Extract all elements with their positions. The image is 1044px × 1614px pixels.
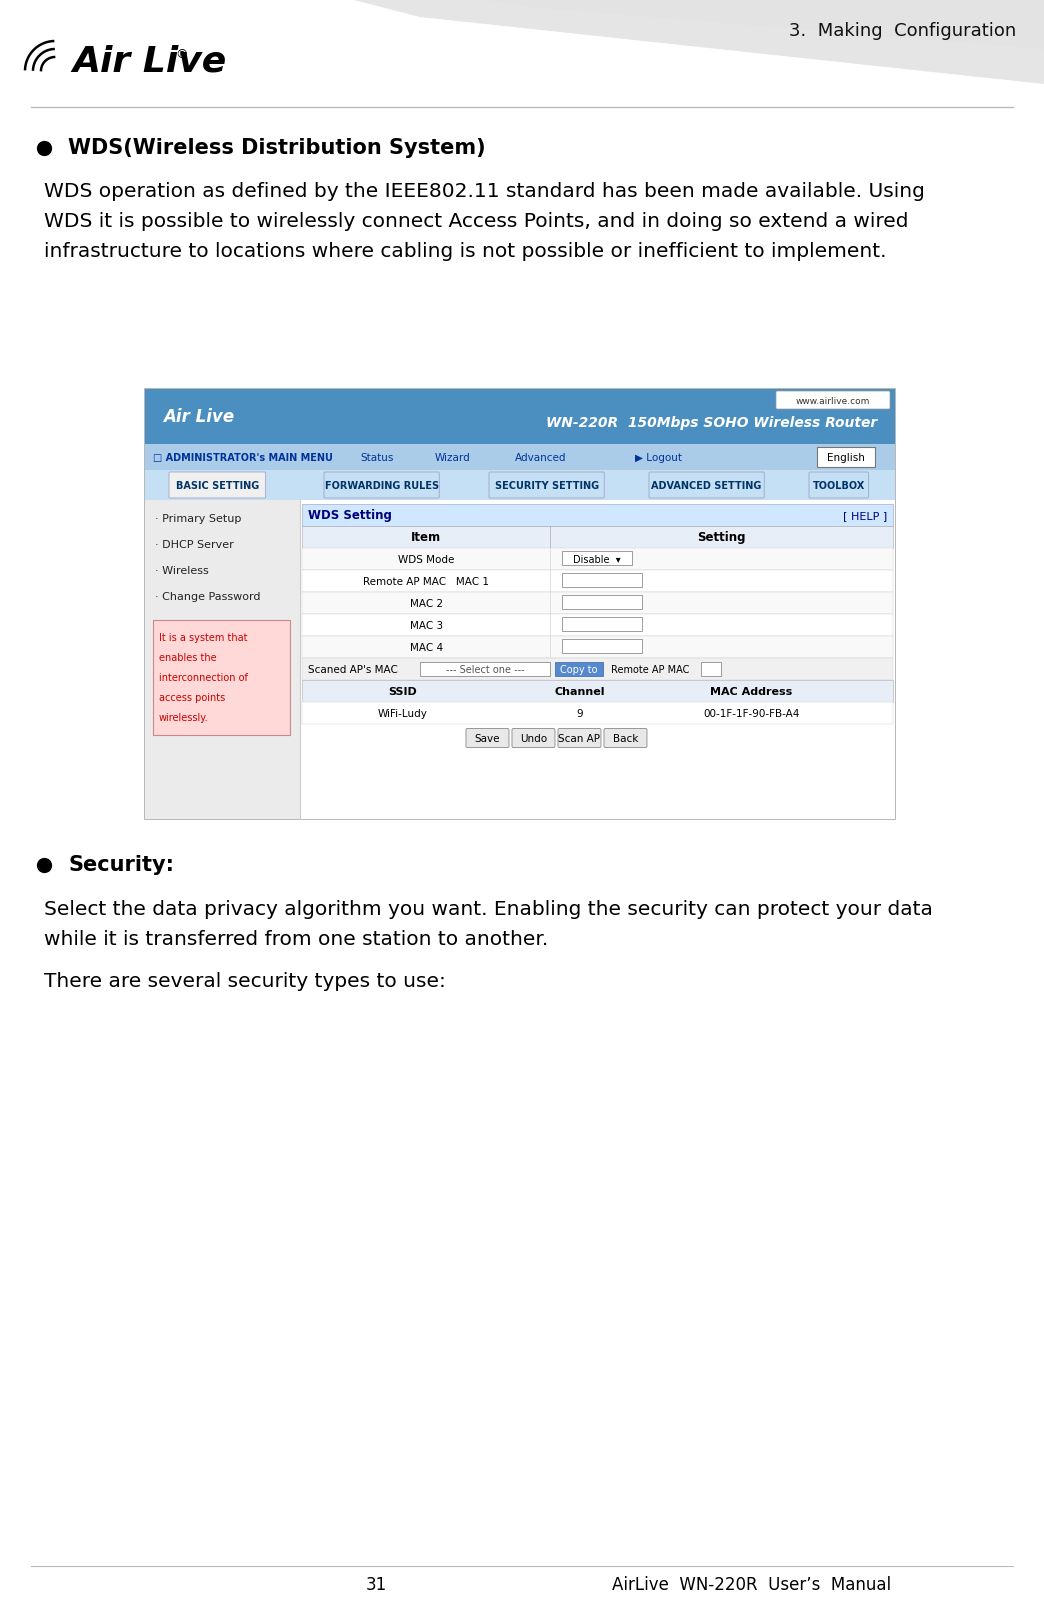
Text: Air Live: Air Live bbox=[163, 408, 234, 426]
Text: 9: 9 bbox=[576, 709, 584, 718]
FancyBboxPatch shape bbox=[512, 730, 555, 747]
Bar bbox=[302, 636, 893, 659]
Text: BASIC SETTING: BASIC SETTING bbox=[175, 481, 259, 491]
Text: [ HELP ]: [ HELP ] bbox=[843, 510, 887, 521]
FancyBboxPatch shape bbox=[557, 730, 601, 747]
Text: 00-1F-1F-90-FB-A4: 00-1F-1F-90-FB-A4 bbox=[703, 709, 800, 718]
FancyBboxPatch shape bbox=[776, 392, 889, 410]
FancyBboxPatch shape bbox=[649, 473, 764, 499]
Text: Scaned AP's MAC: Scaned AP's MAC bbox=[308, 665, 398, 675]
Text: Wizard: Wizard bbox=[435, 452, 471, 463]
Text: enables the: enables the bbox=[159, 652, 216, 663]
Text: www.airlive.com: www.airlive.com bbox=[796, 397, 871, 405]
Bar bbox=[701, 663, 721, 676]
Text: Air Live: Air Live bbox=[72, 44, 227, 77]
Bar bbox=[817, 447, 875, 468]
Text: TOOLBOX: TOOLBOX bbox=[812, 481, 864, 491]
Bar bbox=[145, 445, 895, 471]
Bar bbox=[562, 552, 632, 565]
FancyBboxPatch shape bbox=[169, 473, 265, 499]
Text: English: English bbox=[827, 452, 864, 463]
Text: Scan AP: Scan AP bbox=[559, 733, 600, 744]
Bar bbox=[145, 471, 895, 500]
Text: ®: ® bbox=[175, 48, 188, 61]
Text: Advanced: Advanced bbox=[515, 452, 567, 463]
Text: interconnection of: interconnection of bbox=[159, 673, 247, 683]
Bar bbox=[562, 618, 642, 631]
Bar bbox=[562, 573, 642, 587]
Text: infrastructure to locations where cabling is not possible or inefficient to impl: infrastructure to locations where cablin… bbox=[44, 242, 886, 261]
Text: Back: Back bbox=[613, 733, 638, 744]
Text: · Change Password: · Change Password bbox=[155, 592, 261, 602]
Text: WDS Setting: WDS Setting bbox=[308, 508, 392, 523]
Text: Security:: Security: bbox=[68, 854, 174, 875]
FancyBboxPatch shape bbox=[324, 473, 440, 499]
Text: WDS operation as defined by the IEEE802.11 standard has been made available. Usi: WDS operation as defined by the IEEE802.… bbox=[44, 182, 925, 200]
Text: It is a system that: It is a system that bbox=[159, 633, 247, 642]
Bar bbox=[562, 596, 642, 610]
Bar bbox=[302, 702, 893, 725]
Text: WDS(Wireless Distribution System): WDS(Wireless Distribution System) bbox=[68, 137, 485, 158]
Text: Disable  ▾: Disable ▾ bbox=[573, 555, 621, 565]
Text: AirLive  WN-220R  User’s  Manual: AirLive WN-220R User’s Manual bbox=[612, 1575, 892, 1593]
Text: MAC 4: MAC 4 bbox=[409, 642, 443, 652]
Bar bbox=[302, 615, 893, 636]
Bar bbox=[555, 663, 603, 676]
Text: MAC Address: MAC Address bbox=[710, 686, 792, 697]
Text: · Wireless: · Wireless bbox=[155, 565, 209, 576]
Text: WN-220R  150Mbps SOHO Wireless Router: WN-220R 150Mbps SOHO Wireless Router bbox=[546, 416, 877, 431]
Bar bbox=[145, 389, 895, 820]
FancyBboxPatch shape bbox=[489, 473, 604, 499]
Text: ▶ Logout: ▶ Logout bbox=[635, 452, 682, 463]
Text: Copy to: Copy to bbox=[561, 665, 598, 675]
FancyBboxPatch shape bbox=[604, 730, 647, 747]
Polygon shape bbox=[480, 0, 1044, 50]
Text: Setting: Setting bbox=[697, 531, 745, 544]
Text: □ ADMINISTRATOR's MAIN MENU: □ ADMINISTRATOR's MAIN MENU bbox=[153, 452, 333, 463]
Text: Select the data privacy algorithm you want. Enabling the security can protect yo: Select the data privacy algorithm you wa… bbox=[44, 899, 933, 918]
Polygon shape bbox=[350, 0, 1044, 86]
Text: MAC 3: MAC 3 bbox=[409, 621, 443, 631]
Bar bbox=[302, 659, 893, 681]
Text: · DHCP Server: · DHCP Server bbox=[155, 539, 234, 550]
Text: while it is transferred from one station to another.: while it is transferred from one station… bbox=[44, 930, 548, 949]
FancyBboxPatch shape bbox=[809, 473, 869, 499]
Bar bbox=[562, 639, 642, 654]
Text: Channel: Channel bbox=[554, 686, 606, 697]
Bar bbox=[302, 681, 893, 702]
Bar bbox=[302, 592, 893, 615]
FancyBboxPatch shape bbox=[466, 730, 509, 747]
Bar bbox=[420, 663, 550, 676]
Text: Undo: Undo bbox=[520, 733, 547, 744]
Bar bbox=[302, 571, 893, 592]
Bar bbox=[153, 621, 290, 736]
Bar bbox=[302, 505, 893, 526]
Text: SECURITY SETTING: SECURITY SETTING bbox=[495, 481, 598, 491]
Text: wirelessly.: wirelessly. bbox=[159, 712, 209, 723]
Text: Remote AP MAC   MAC 1: Remote AP MAC MAC 1 bbox=[363, 576, 489, 586]
Text: access points: access points bbox=[159, 692, 226, 702]
Bar bbox=[145, 389, 895, 445]
Text: Save: Save bbox=[475, 733, 500, 744]
Text: ADVANCED SETTING: ADVANCED SETTING bbox=[651, 481, 762, 491]
Bar bbox=[145, 500, 895, 820]
Text: FORWARDING RULES: FORWARDING RULES bbox=[325, 481, 438, 491]
Text: WDS it is possible to wirelessly connect Access Points, and in doing so extend a: WDS it is possible to wirelessly connect… bbox=[44, 211, 908, 231]
Text: WiFi-Ludy: WiFi-Ludy bbox=[378, 709, 427, 718]
Text: Remote AP MAC: Remote AP MAC bbox=[611, 665, 689, 675]
Text: · Primary Setup: · Primary Setup bbox=[155, 513, 241, 523]
Bar bbox=[302, 549, 893, 571]
Text: WDS Mode: WDS Mode bbox=[398, 555, 454, 565]
Text: --- Select one ---: --- Select one --- bbox=[446, 665, 524, 675]
Text: Item: Item bbox=[411, 531, 442, 544]
Bar bbox=[302, 526, 893, 549]
Text: MAC 2: MAC 2 bbox=[409, 599, 443, 608]
Bar bbox=[145, 500, 300, 820]
Text: Status: Status bbox=[360, 452, 394, 463]
Text: There are several security types to use:: There are several security types to use: bbox=[44, 972, 446, 991]
Text: 3.  Making  Configuration: 3. Making Configuration bbox=[789, 23, 1016, 40]
Text: 31: 31 bbox=[365, 1575, 386, 1593]
Text: SSID: SSID bbox=[388, 686, 417, 697]
